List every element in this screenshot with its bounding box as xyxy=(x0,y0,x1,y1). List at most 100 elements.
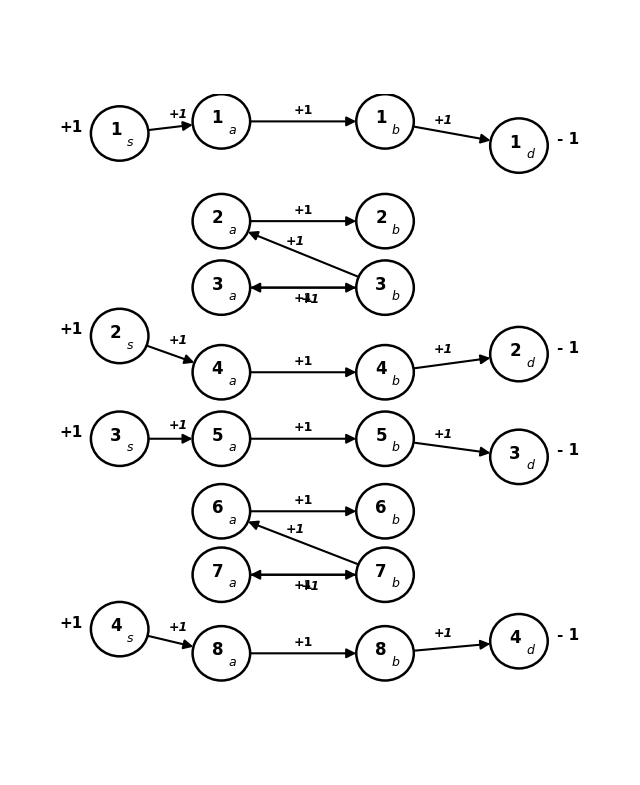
FancyArrowPatch shape xyxy=(250,521,358,564)
FancyArrowPatch shape xyxy=(250,283,354,291)
Ellipse shape xyxy=(356,194,414,248)
FancyArrowPatch shape xyxy=(250,649,354,657)
Text: 2: 2 xyxy=(375,209,387,227)
FancyArrowPatch shape xyxy=(250,507,354,515)
Text: +1: +1 xyxy=(168,419,188,432)
Ellipse shape xyxy=(193,194,250,248)
Text: +1: +1 xyxy=(294,636,313,649)
Text: d: d xyxy=(526,644,534,657)
Text: 3: 3 xyxy=(375,276,387,294)
Text: 6: 6 xyxy=(375,499,387,517)
FancyArrowPatch shape xyxy=(413,356,488,368)
Text: 1: 1 xyxy=(110,122,122,140)
Text: b: b xyxy=(392,374,400,388)
Text: 7: 7 xyxy=(375,563,387,581)
Text: +1: +1 xyxy=(60,120,83,135)
Text: 8: 8 xyxy=(212,641,223,659)
Text: +1: +1 xyxy=(294,494,313,507)
Text: 3: 3 xyxy=(212,276,223,294)
Text: +1: +1 xyxy=(433,114,452,126)
Text: +1: +1 xyxy=(433,343,452,356)
Text: a: a xyxy=(228,124,236,137)
Text: 3: 3 xyxy=(110,427,122,445)
Text: +1: +1 xyxy=(60,425,83,440)
Text: 4: 4 xyxy=(375,360,387,378)
FancyArrowPatch shape xyxy=(413,126,488,143)
Ellipse shape xyxy=(193,94,250,148)
Text: 4: 4 xyxy=(509,630,521,647)
Ellipse shape xyxy=(193,411,250,466)
Text: a: a xyxy=(228,224,236,237)
Ellipse shape xyxy=(356,411,414,466)
Ellipse shape xyxy=(91,602,148,656)
Text: d: d xyxy=(526,148,534,161)
Text: s: s xyxy=(127,338,134,352)
Text: b: b xyxy=(392,514,400,527)
FancyArrowPatch shape xyxy=(250,217,354,225)
Text: a: a xyxy=(228,514,236,527)
Ellipse shape xyxy=(193,626,250,681)
Text: 5: 5 xyxy=(375,427,387,445)
Text: a: a xyxy=(228,656,236,669)
Text: +1: +1 xyxy=(168,108,188,121)
Text: +1: +1 xyxy=(286,524,305,536)
Ellipse shape xyxy=(356,484,414,539)
FancyArrowPatch shape xyxy=(413,641,488,651)
Ellipse shape xyxy=(193,345,250,400)
FancyArrowPatch shape xyxy=(147,345,192,363)
Ellipse shape xyxy=(356,345,414,400)
Text: a: a xyxy=(228,577,236,590)
Text: d: d xyxy=(526,459,534,473)
Ellipse shape xyxy=(193,484,250,539)
FancyArrowPatch shape xyxy=(250,368,354,376)
Text: +1: +1 xyxy=(294,579,313,592)
Ellipse shape xyxy=(356,94,414,148)
Text: +1: +1 xyxy=(433,428,452,441)
Text: 1: 1 xyxy=(212,109,223,127)
Text: +1: +1 xyxy=(294,422,313,434)
Text: 4: 4 xyxy=(212,360,223,378)
Text: +1: +1 xyxy=(294,355,313,368)
Text: 8: 8 xyxy=(375,641,387,659)
Text: 7: 7 xyxy=(212,563,223,581)
Text: +1: +1 xyxy=(294,292,313,305)
Text: - 1: - 1 xyxy=(557,132,579,147)
Text: 6: 6 xyxy=(212,499,223,517)
Text: +1: +1 xyxy=(60,323,83,338)
FancyArrowPatch shape xyxy=(250,232,358,277)
Text: a: a xyxy=(228,374,236,388)
Text: +1: +1 xyxy=(294,104,313,117)
Text: b: b xyxy=(392,441,400,455)
FancyArrowPatch shape xyxy=(148,636,191,648)
Ellipse shape xyxy=(490,327,548,382)
Text: d: d xyxy=(526,356,534,370)
Text: b: b xyxy=(392,124,400,137)
Text: +1: +1 xyxy=(433,627,452,641)
Ellipse shape xyxy=(490,119,548,173)
Ellipse shape xyxy=(490,614,548,669)
Text: +1: +1 xyxy=(294,204,313,217)
Text: 1: 1 xyxy=(509,133,521,152)
Ellipse shape xyxy=(356,548,414,602)
FancyArrowPatch shape xyxy=(250,118,354,126)
Ellipse shape xyxy=(91,106,148,161)
Text: - 1: - 1 xyxy=(557,628,579,643)
FancyArrowPatch shape xyxy=(252,571,356,579)
Text: 3: 3 xyxy=(509,445,521,463)
Text: +1: +1 xyxy=(301,580,320,593)
FancyArrowPatch shape xyxy=(250,435,354,443)
Ellipse shape xyxy=(91,309,148,363)
Text: s: s xyxy=(127,632,134,644)
Text: a: a xyxy=(228,441,236,455)
Text: - 1: - 1 xyxy=(557,341,579,356)
Text: 2: 2 xyxy=(509,342,521,360)
Ellipse shape xyxy=(356,261,414,315)
Text: 1: 1 xyxy=(375,109,387,127)
Text: +1: +1 xyxy=(301,294,320,306)
Text: - 1: - 1 xyxy=(557,444,579,458)
FancyArrowPatch shape xyxy=(250,571,354,579)
Text: b: b xyxy=(392,577,400,590)
Text: a: a xyxy=(228,290,236,303)
Text: s: s xyxy=(127,441,134,455)
Ellipse shape xyxy=(490,429,548,484)
